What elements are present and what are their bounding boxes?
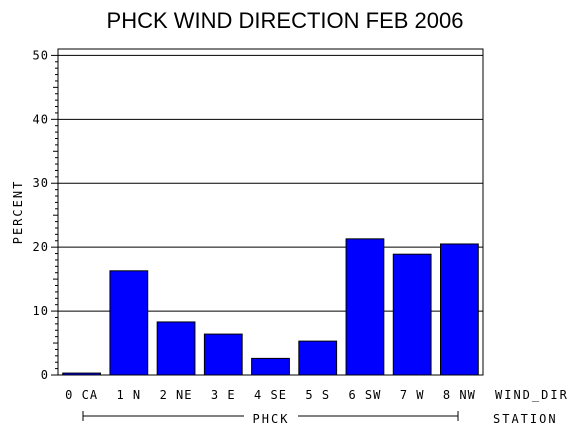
x-tick-label: 0 CA (65, 388, 98, 402)
bar (156, 321, 196, 376)
station-group-label: PHCK (253, 412, 290, 426)
plot-frame (57, 48, 484, 376)
y-tick-label: 40 (33, 112, 49, 126)
x-axis-label: WIND_DIR (495, 388, 569, 402)
x-tick-label: 7 W (400, 388, 425, 402)
x-tick-label: 5 S (305, 388, 330, 402)
bars (62, 238, 479, 376)
bar (203, 333, 243, 376)
station-bracket (82, 411, 459, 421)
bar (109, 270, 149, 376)
y-tick-label: 0 (41, 368, 49, 382)
y-axis-label: PERCENT (11, 180, 25, 245)
bar (251, 357, 290, 376)
y-axis: 0 10 20 30 40 50 (33, 48, 58, 382)
x-tick-label: 3 E (211, 388, 236, 402)
x-tick-label: 2 NE (160, 388, 193, 402)
y-tick-label: 50 (33, 48, 49, 62)
y-tick-label: 20 (33, 240, 49, 254)
x-axis: 0 CA 1 N 2 NE 3 E 4 SE 5 S 6 SW 7 W 8 NW (65, 388, 476, 402)
station-axis-label: STATION (493, 412, 558, 426)
x-tick-label: 1 N (116, 388, 141, 402)
bar (345, 238, 385, 376)
bar (392, 253, 432, 376)
bar (440, 243, 479, 376)
x-tick-label: 4 SE (254, 388, 287, 402)
x-tick-label: 8 NW (443, 388, 476, 402)
y-tick-label: 30 (33, 176, 49, 190)
bar (298, 340, 338, 376)
x-tick-label: 6 SW (348, 388, 381, 402)
chart-title: PHCK WIND DIRECTION FEB 2006 (107, 8, 464, 33)
y-tick-label: 10 (33, 304, 49, 318)
